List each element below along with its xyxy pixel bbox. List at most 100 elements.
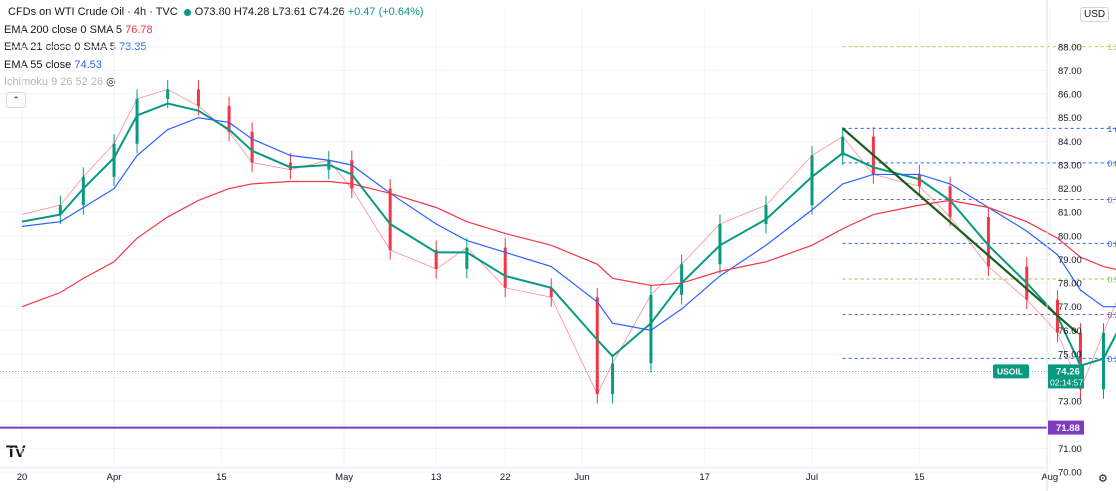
indicator-ichimoku[interactable]: Ichimoku 9 26 52 26 ◎ bbox=[4, 74, 424, 92]
symbol-badge-label: USOIL bbox=[997, 366, 1023, 376]
ema-line bbox=[21, 180, 1116, 308]
drawings bbox=[0, 127, 1078, 429]
y-tick-label: 81.00 bbox=[1058, 208, 1082, 219]
candle-body bbox=[288, 162, 292, 170]
candle-body bbox=[549, 287, 553, 298]
fib-level-label: 0.764 (81.54) bbox=[1107, 195, 1116, 205]
eye-off-icon[interactable]: ◎ bbox=[106, 76, 116, 88]
fibonacci-levels: 1 (84.55) 0.886 (83.09) 0.764 (81.54) 0.618… bbox=[842, 42, 1116, 364]
support-badge bbox=[1048, 420, 1084, 435]
y-tick-label: 77.00 bbox=[1058, 302, 1082, 313]
candle-body bbox=[986, 216, 990, 267]
x-tick-label: Apr bbox=[107, 472, 122, 483]
indicator-ema200[interactable]: EMA 200 close 0 SMA 5 76.78 bbox=[4, 22, 424, 40]
last-price-value: 74.26 bbox=[1056, 366, 1080, 377]
tradingview-logo: TV bbox=[6, 442, 26, 461]
y-tick-label: 75.00 bbox=[1058, 349, 1082, 360]
y-tick-label: 70.00 bbox=[1058, 468, 1082, 479]
last-price-badge bbox=[1048, 364, 1084, 389]
x-tick-label: 17 bbox=[699, 472, 710, 483]
x-tick-label: Jun bbox=[574, 472, 589, 483]
candle-body bbox=[465, 247, 469, 269]
y-tick-label: 80.00 bbox=[1058, 231, 1082, 242]
indicator-label: Ichimoku 9 26 52 26 bbox=[4, 76, 104, 88]
x-tick-label: 22 bbox=[500, 472, 511, 483]
bar-countdown: 02:14:57 bbox=[1050, 377, 1083, 387]
candle-body bbox=[810, 155, 814, 206]
collapse-legend-button[interactable]: ⌃ bbox=[6, 92, 26, 108]
ema-line bbox=[21, 117, 1116, 331]
candle-body bbox=[680, 264, 684, 295]
x-tick-label: Aug bbox=[1041, 472, 1058, 483]
fib-level-label: 0.236 (74.81) bbox=[1107, 354, 1116, 364]
candle-body bbox=[1078, 332, 1082, 390]
y-tick-label: 78.00 bbox=[1058, 279, 1082, 290]
fib-level-label: 0.382 (76.67) bbox=[1107, 310, 1116, 320]
currency-button[interactable]: USD bbox=[1080, 7, 1110, 22]
close-value: C74.26 bbox=[309, 6, 345, 18]
y-tick-label: 86.00 bbox=[1058, 90, 1082, 101]
indicator-label: EMA 200 close 0 SMA 5 bbox=[4, 23, 123, 36]
candle-body bbox=[841, 136, 845, 156]
fib-level-label: 1 (84.55) bbox=[1107, 124, 1116, 134]
y-tick-label: 71.00 bbox=[1058, 444, 1082, 455]
candle-body bbox=[503, 247, 507, 288]
fib-level-label: 0.886 (83.09) bbox=[1107, 158, 1116, 168]
indicator-value: 74.53 bbox=[74, 58, 102, 71]
settings-gear-icon: ⚙ bbox=[1098, 472, 1108, 485]
candle-body bbox=[611, 363, 615, 395]
fib-level-label: 0.5 (78.17) bbox=[1107, 275, 1116, 285]
candle-body bbox=[649, 294, 653, 364]
y-tick-label: 82.00 bbox=[1058, 184, 1082, 195]
y-tick-label: 83.00 bbox=[1058, 160, 1082, 171]
y-tick-label: 88.00 bbox=[1058, 42, 1082, 53]
x-tick-label: May bbox=[335, 472, 353, 483]
change-value: +0.47 (+0.64%) bbox=[347, 6, 424, 18]
candle-body bbox=[227, 105, 231, 132]
candle-body bbox=[196, 89, 200, 106]
descending-trendline bbox=[841, 127, 1078, 334]
y-tick-label: 76.00 bbox=[1058, 326, 1082, 337]
candle-body bbox=[135, 98, 139, 144]
y-tick-label: 87.00 bbox=[1058, 66, 1082, 77]
candle-body bbox=[595, 297, 599, 395]
x-tick-label: 15 bbox=[216, 472, 227, 483]
candle-body bbox=[1101, 332, 1105, 390]
chevron-up-icon: ⌃ bbox=[12, 95, 20, 105]
symbol-title[interactable]: CFDs on WTI Crude Oil · 4h · TVC bbox=[8, 6, 178, 18]
symbol-badge bbox=[993, 364, 1029, 379]
ema-line bbox=[21, 102, 1116, 367]
candle-body bbox=[166, 89, 170, 99]
x-tick-label: Jul bbox=[806, 472, 818, 483]
candle-body bbox=[718, 224, 722, 265]
y-tick-label: 73.00 bbox=[1058, 397, 1082, 408]
price-line bbox=[21, 88, 1116, 395]
chart-grid bbox=[0, 8, 1051, 473]
y-tick-label: 79.00 bbox=[1058, 255, 1082, 266]
x-tick-label: 15 bbox=[914, 472, 925, 483]
candle-body bbox=[81, 176, 85, 206]
fib-level-label: 1.272 (88.01) bbox=[1107, 42, 1116, 52]
y-tick-label: 84.00 bbox=[1058, 137, 1082, 148]
support-value: 71.88 bbox=[1056, 423, 1080, 434]
symbol-row: CFDs on WTI Crude Oil · 4h · TVC O73.80 H… bbox=[4, 4, 424, 22]
fib-level-label: 0.618 (79.68) bbox=[1107, 239, 1116, 249]
indicator-ema55[interactable]: EMA 55 close 74.53 bbox=[4, 57, 424, 75]
candle-body bbox=[388, 188, 392, 250]
candle-body bbox=[250, 131, 254, 163]
candle-body bbox=[112, 143, 116, 177]
x-tick-label: 13 bbox=[431, 472, 442, 483]
y-tick-label: 85.00 bbox=[1058, 113, 1082, 124]
high-value: H74.28 bbox=[233, 6, 270, 18]
candle-body bbox=[58, 205, 62, 215]
candle-body bbox=[764, 205, 768, 225]
indicator-lines bbox=[21, 79, 1116, 404]
low-value: L73.61 bbox=[272, 6, 307, 18]
indicator-value: 76.78 bbox=[125, 23, 153, 36]
market-status-dot bbox=[183, 8, 191, 16]
x-tick-label: 20 bbox=[17, 472, 28, 483]
indicator-label: EMA 55 close bbox=[4, 58, 72, 71]
candle-body bbox=[434, 250, 438, 269]
